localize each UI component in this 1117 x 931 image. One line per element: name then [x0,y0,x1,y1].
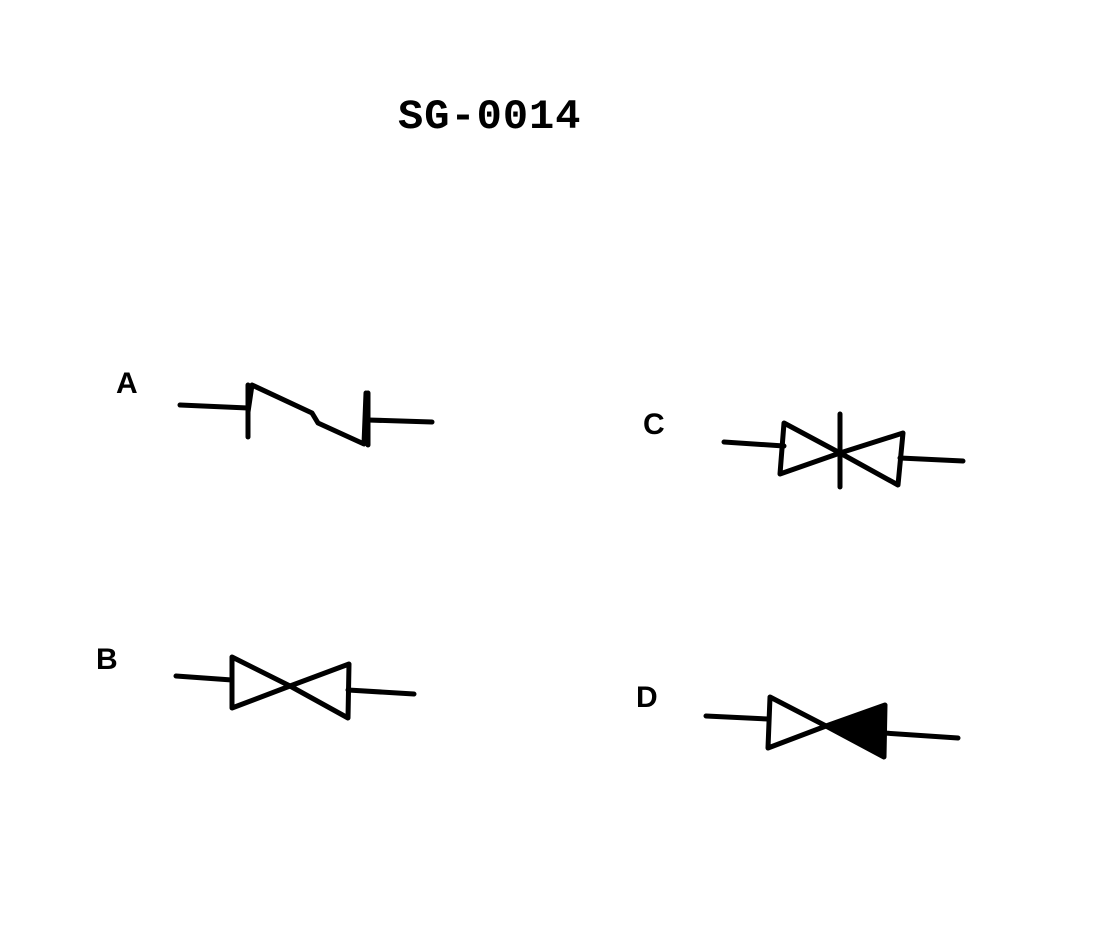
symbol-b-diagram [173,654,417,721]
symbol-a-left-lead [177,402,251,411]
symbol-c-label: C [643,408,665,441]
symbol-d-right-lead [881,730,961,741]
figure-title: SG-0014 [398,93,582,141]
symbol-b-right-lead [345,687,417,697]
symbol-a-right-lead [365,417,435,425]
symbol-a-zigzag [245,382,369,447]
symbol-d-filled-triangle [823,702,888,760]
symbol-d-open-triangle [765,694,829,751]
symbol-d-diagram [703,694,961,760]
symbol-c-right-lead [897,455,966,464]
symbol-a-label: A [116,367,138,400]
symbol-a-diagram [177,382,435,448]
symbol-b-left-triangle [229,654,293,711]
symbol-b-left-lead [173,673,235,683]
symbol-d-left-lead [703,713,771,722]
symbol-c-diagram [721,411,966,490]
symbol-c-left-triangle [777,420,843,477]
symbol-b-label: B [96,643,118,676]
symbol-c-right-triangle [837,430,906,488]
symbol-d-label: D [636,681,658,714]
symbol-c-left-lead [721,439,787,449]
symbol-b-right-triangle [287,661,352,721]
